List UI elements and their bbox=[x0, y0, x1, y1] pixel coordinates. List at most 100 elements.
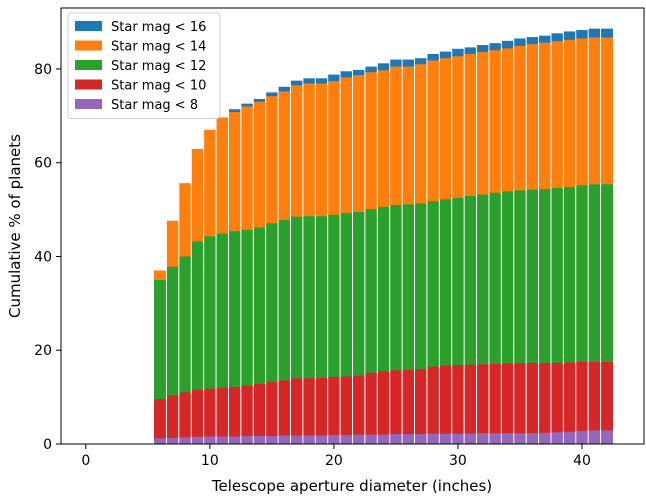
bar bbox=[302, 378, 316, 444]
bar bbox=[203, 388, 217, 444]
bar bbox=[377, 371, 390, 444]
legend-swatch bbox=[75, 60, 102, 70]
bar bbox=[550, 362, 564, 444]
bar bbox=[166, 437, 179, 444]
bar bbox=[154, 398, 167, 444]
bar bbox=[278, 380, 291, 444]
bar bbox=[414, 434, 427, 444]
bar bbox=[216, 436, 229, 444]
axes-layer: 0 10 20 30 40 0 20 40 60 80 bbox=[34, 7, 645, 469]
legend-swatch bbox=[75, 40, 102, 51]
bar bbox=[364, 372, 378, 444]
x-tick-label: 30 bbox=[449, 453, 467, 469]
bar bbox=[240, 436, 254, 444]
x-axis-label: Telescope aperture diameter (inches) bbox=[211, 477, 492, 495]
bar bbox=[513, 433, 527, 444]
y-tick-label: 80 bbox=[34, 62, 52, 78]
bar bbox=[389, 434, 403, 444]
bar bbox=[513, 363, 527, 444]
bar bbox=[302, 435, 316, 444]
bar bbox=[178, 392, 192, 444]
bar bbox=[588, 430, 601, 444]
bar bbox=[464, 433, 477, 444]
bar bbox=[290, 378, 303, 444]
bar bbox=[488, 363, 502, 444]
bar bbox=[588, 361, 601, 444]
bar bbox=[290, 435, 303, 444]
bar bbox=[191, 389, 204, 444]
bar bbox=[364, 434, 378, 444]
bar bbox=[426, 433, 440, 444]
bar bbox=[228, 436, 241, 444]
bar bbox=[451, 365, 465, 444]
series-4 bbox=[154, 430, 613, 444]
bar bbox=[315, 435, 328, 444]
bar bbox=[538, 362, 551, 444]
bar bbox=[600, 430, 613, 444]
bar bbox=[402, 369, 415, 444]
bar bbox=[377, 434, 390, 444]
bar bbox=[352, 434, 365, 444]
legend-label: Star mag < 16 bbox=[111, 20, 206, 35]
x-tick-label: 10 bbox=[201, 453, 219, 469]
bar bbox=[203, 436, 217, 444]
bar-separators bbox=[165, 28, 602, 444]
bar bbox=[488, 433, 502, 444]
bar bbox=[154, 438, 167, 444]
legend: Star mag < 16 Star mag < 14 Star mag < 12 S… bbox=[67, 12, 221, 119]
x-tick-label: 40 bbox=[573, 453, 591, 469]
bar bbox=[240, 385, 254, 444]
bar bbox=[402, 434, 415, 444]
legend-label: Star mag < 8 bbox=[111, 98, 198, 113]
y-tick-label: 0 bbox=[43, 437, 52, 453]
bar bbox=[464, 364, 477, 444]
bar bbox=[526, 362, 539, 444]
bar bbox=[166, 395, 179, 444]
y-tick-label: 60 bbox=[34, 156, 52, 172]
y-tick-label: 40 bbox=[34, 249, 52, 265]
bar bbox=[265, 436, 279, 444]
bar bbox=[352, 375, 365, 444]
bar bbox=[439, 433, 452, 444]
bar bbox=[278, 435, 291, 444]
bar bbox=[600, 361, 613, 444]
bar bbox=[389, 370, 403, 444]
bar bbox=[476, 433, 489, 444]
legend-swatch bbox=[75, 99, 102, 109]
bar bbox=[563, 362, 576, 444]
bar bbox=[265, 382, 279, 444]
plot-frame bbox=[60, 7, 645, 445]
y-axis-label: Cumulative % of planets bbox=[6, 134, 24, 318]
bar bbox=[191, 436, 204, 444]
bars-layer bbox=[154, 28, 613, 445]
x-tick-label: 0 bbox=[81, 453, 90, 469]
legend-label: Star mag < 10 bbox=[111, 79, 206, 94]
bar bbox=[315, 377, 328, 444]
bar bbox=[526, 433, 539, 444]
legend-swatch bbox=[75, 21, 102, 31]
bar bbox=[178, 437, 192, 444]
bar bbox=[575, 361, 589, 444]
series-3 bbox=[154, 361, 613, 444]
bar bbox=[327, 435, 341, 444]
bar bbox=[476, 364, 489, 444]
bar bbox=[451, 433, 465, 444]
bar bbox=[538, 432, 551, 444]
legend-label: Star mag < 14 bbox=[111, 40, 206, 55]
bar bbox=[563, 431, 576, 444]
bar bbox=[253, 383, 266, 444]
bar bbox=[327, 376, 341, 444]
bar bbox=[550, 432, 564, 444]
bar bbox=[575, 430, 589, 444]
legend-swatch bbox=[75, 79, 102, 90]
legend-box bbox=[67, 12, 221, 119]
legend-label: Star mag < 12 bbox=[111, 59, 206, 74]
bar bbox=[414, 368, 427, 444]
bar bbox=[426, 366, 440, 444]
bar bbox=[501, 363, 514, 444]
bar bbox=[216, 387, 229, 444]
bar bbox=[439, 365, 452, 444]
y-tick-label: 20 bbox=[34, 343, 52, 359]
bar bbox=[501, 433, 514, 444]
